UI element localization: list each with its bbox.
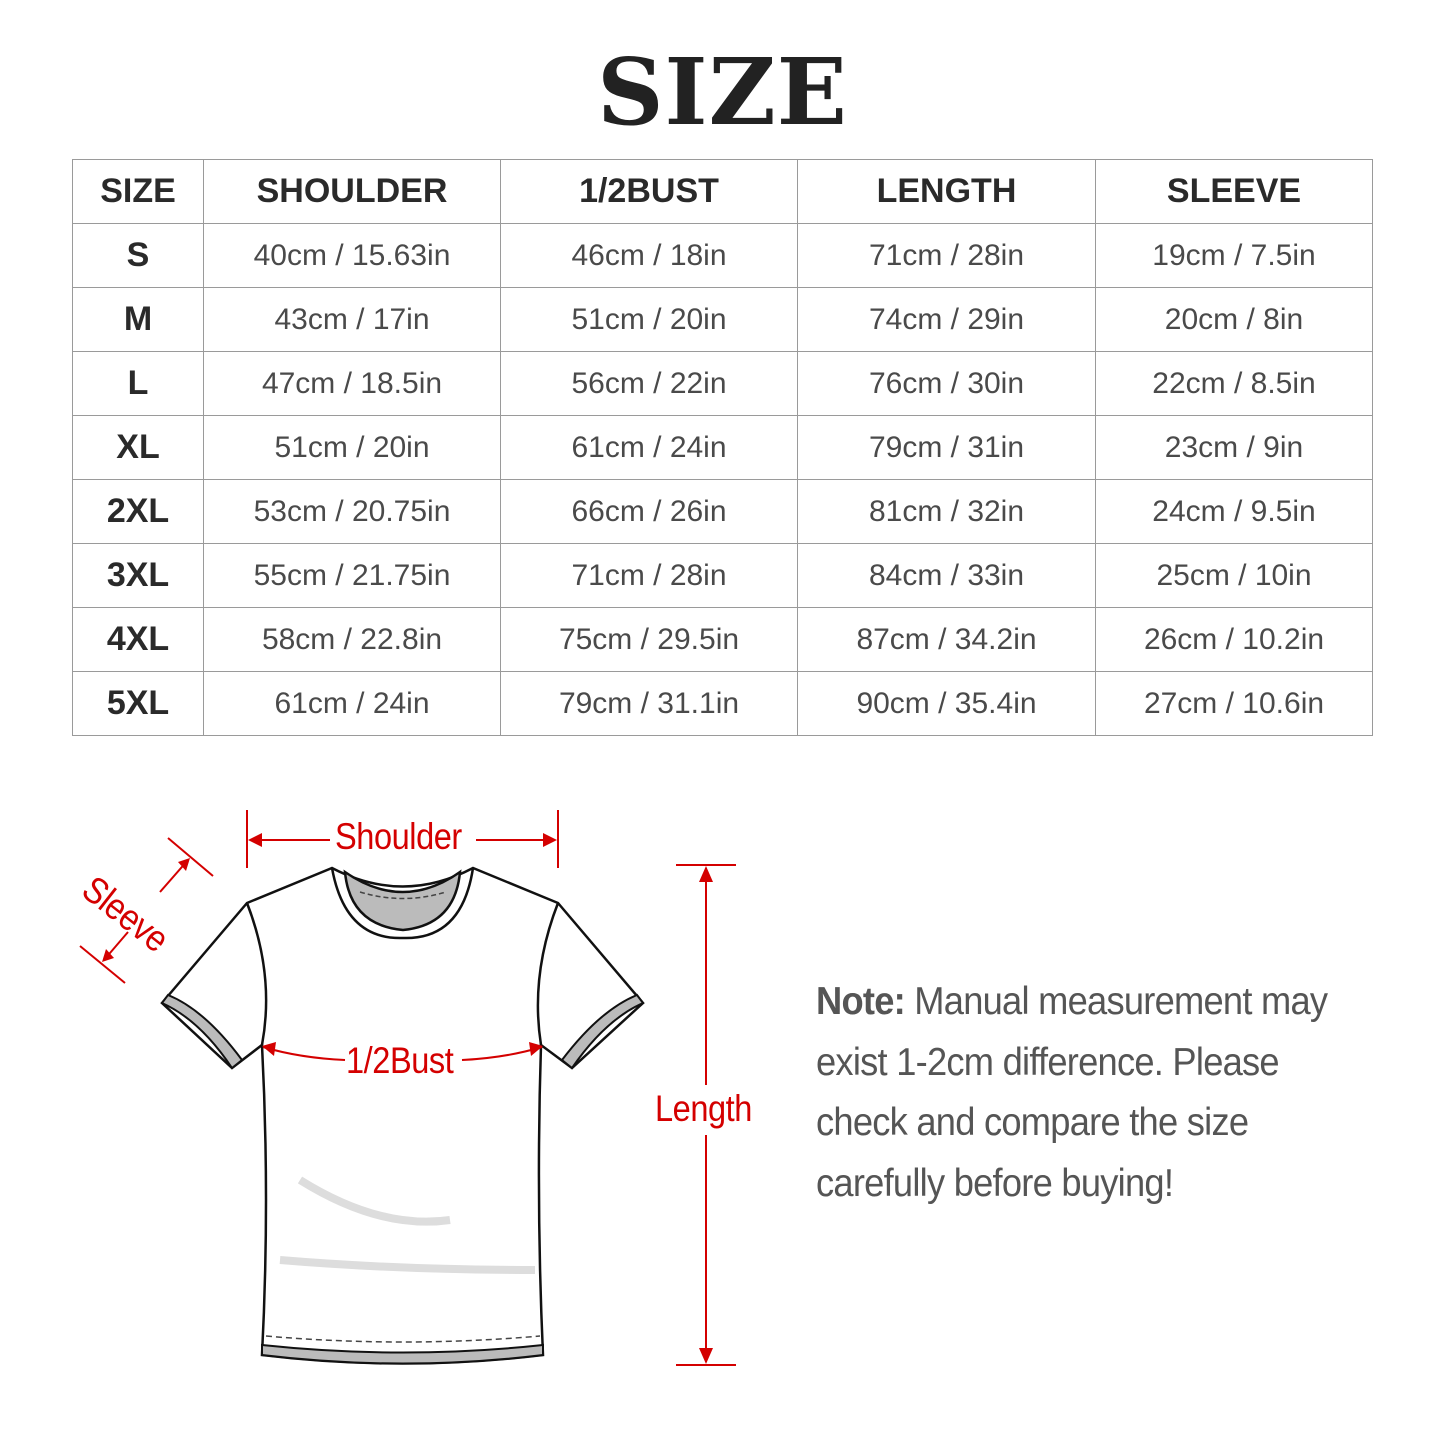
measurement-cell: 79cm / 31.1in <box>500 671 798 736</box>
measurement-cell: 23cm / 9in <box>1095 415 1373 480</box>
measurement-cell: 56cm / 22in <box>500 351 798 416</box>
measurement-cell: 53cm / 20.75in <box>203 479 501 544</box>
measurement-cell: 43cm / 17in <box>203 287 501 352</box>
note-line: exist 1-2cm difference. Please <box>816 1040 1280 1084</box>
tshirt-illustration <box>160 866 645 1365</box>
measurement-cell: 61cm / 24in <box>500 415 798 480</box>
measurement-cell: 51cm / 20in <box>203 415 501 480</box>
measurement-cell: 55cm / 21.75in <box>203 543 501 608</box>
measurement-cell: 51cm / 20in <box>500 287 798 352</box>
note-line: carefully before buying! <box>816 1161 1174 1205</box>
measurement-cell: 47cm / 18.5in <box>203 351 501 416</box>
size-cell: 2XL <box>72 479 204 544</box>
size-cell: S <box>72 223 204 288</box>
page-title: SIZE <box>597 38 848 146</box>
size-cell: 3XL <box>72 543 204 608</box>
measurement-cell: 61cm / 24in <box>203 671 501 736</box>
header-size: SIZE <box>72 159 204 224</box>
size-cell: 4XL <box>72 607 204 672</box>
header-length: LENGTH <box>797 159 1096 224</box>
measurement-cell: 71cm / 28in <box>500 543 798 608</box>
measurement-cell: 84cm / 33in <box>797 543 1096 608</box>
length-label: Length <box>655 1088 752 1129</box>
size-cell: M <box>72 287 204 352</box>
measurement-cell: 27cm / 10.6in <box>1095 671 1373 736</box>
header-sleeve: SLEEVE <box>1095 159 1373 224</box>
measurement-cell: 90cm / 35.4in <box>797 671 1096 736</box>
size-cell: L <box>72 351 204 416</box>
size-cell: 5XL <box>72 671 204 736</box>
table-row: XL 51cm / 20in 61cm / 24in 79cm / 31in 23cm … <box>72 415 1373 480</box>
measurement-cell: 46cm / 18in <box>500 223 798 288</box>
measurement-cell: 19cm / 7.5in <box>1095 223 1373 288</box>
table-row: L 47cm / 18.5in 56cm / 22in 76cm / 30in 22cm… <box>72 351 1373 416</box>
table-row: S 40cm / 15.63in 46cm / 18in 71cm / 28in 19c… <box>72 223 1373 288</box>
measurement-cell: 20cm / 8in <box>1095 287 1373 352</box>
note-text: Note: Manual measurement may exist 1-2cm… <box>816 972 1328 1214</box>
header-bust: 1/2BUST <box>500 159 798 224</box>
measurement-cell: 58cm / 22.8in <box>203 607 501 672</box>
measurement-cell: 26cm / 10.2in <box>1095 607 1373 672</box>
measurement-cell: 81cm / 32in <box>797 479 1096 544</box>
table-row: M 43cm / 17in 51cm / 20in 74cm / 29in 20cm /… <box>72 287 1373 352</box>
size-table: SIZE SHOULDER 1/2BUST LENGTH SLEEVE S 40c… <box>72 159 1373 736</box>
table-header-row: SIZE SHOULDER 1/2BUST LENGTH SLEEVE <box>72 159 1373 224</box>
measurement-cell: 24cm / 9.5in <box>1095 479 1373 544</box>
measurement-cell: 74cm / 29in <box>797 287 1096 352</box>
measurement-cell: 79cm / 31in <box>797 415 1096 480</box>
table-row: 5XL 61cm / 24in 79cm / 31.1in 90cm / 35.4in… <box>72 671 1373 736</box>
note-label: Note: <box>816 980 906 1023</box>
shoulder-label: Shoulder <box>335 816 462 857</box>
table-row: 3XL 55cm / 21.75in 71cm / 28in 84cm / 33in 2… <box>72 543 1373 608</box>
table-row: 2XL 53cm / 20.75in 66cm / 26in 81cm / 32in 2… <box>72 479 1373 544</box>
measurement-cell: 40cm / 15.63in <box>203 223 501 288</box>
measurement-cell: 76cm / 30in <box>797 351 1096 416</box>
measurement-cell: 22cm / 8.5in <box>1095 351 1373 416</box>
bust-label: 1/2Bust <box>346 1040 454 1081</box>
measurement-cell: 25cm / 10in <box>1095 543 1373 608</box>
measurement-lines <box>79 810 736 1366</box>
note-line: Manual measurement may <box>914 980 1328 1023</box>
measurement-cell: 66cm / 26in <box>500 479 798 544</box>
measurement-cell: 75cm / 29.5in <box>500 607 798 672</box>
note-line: check and compare the size <box>816 1101 1249 1144</box>
